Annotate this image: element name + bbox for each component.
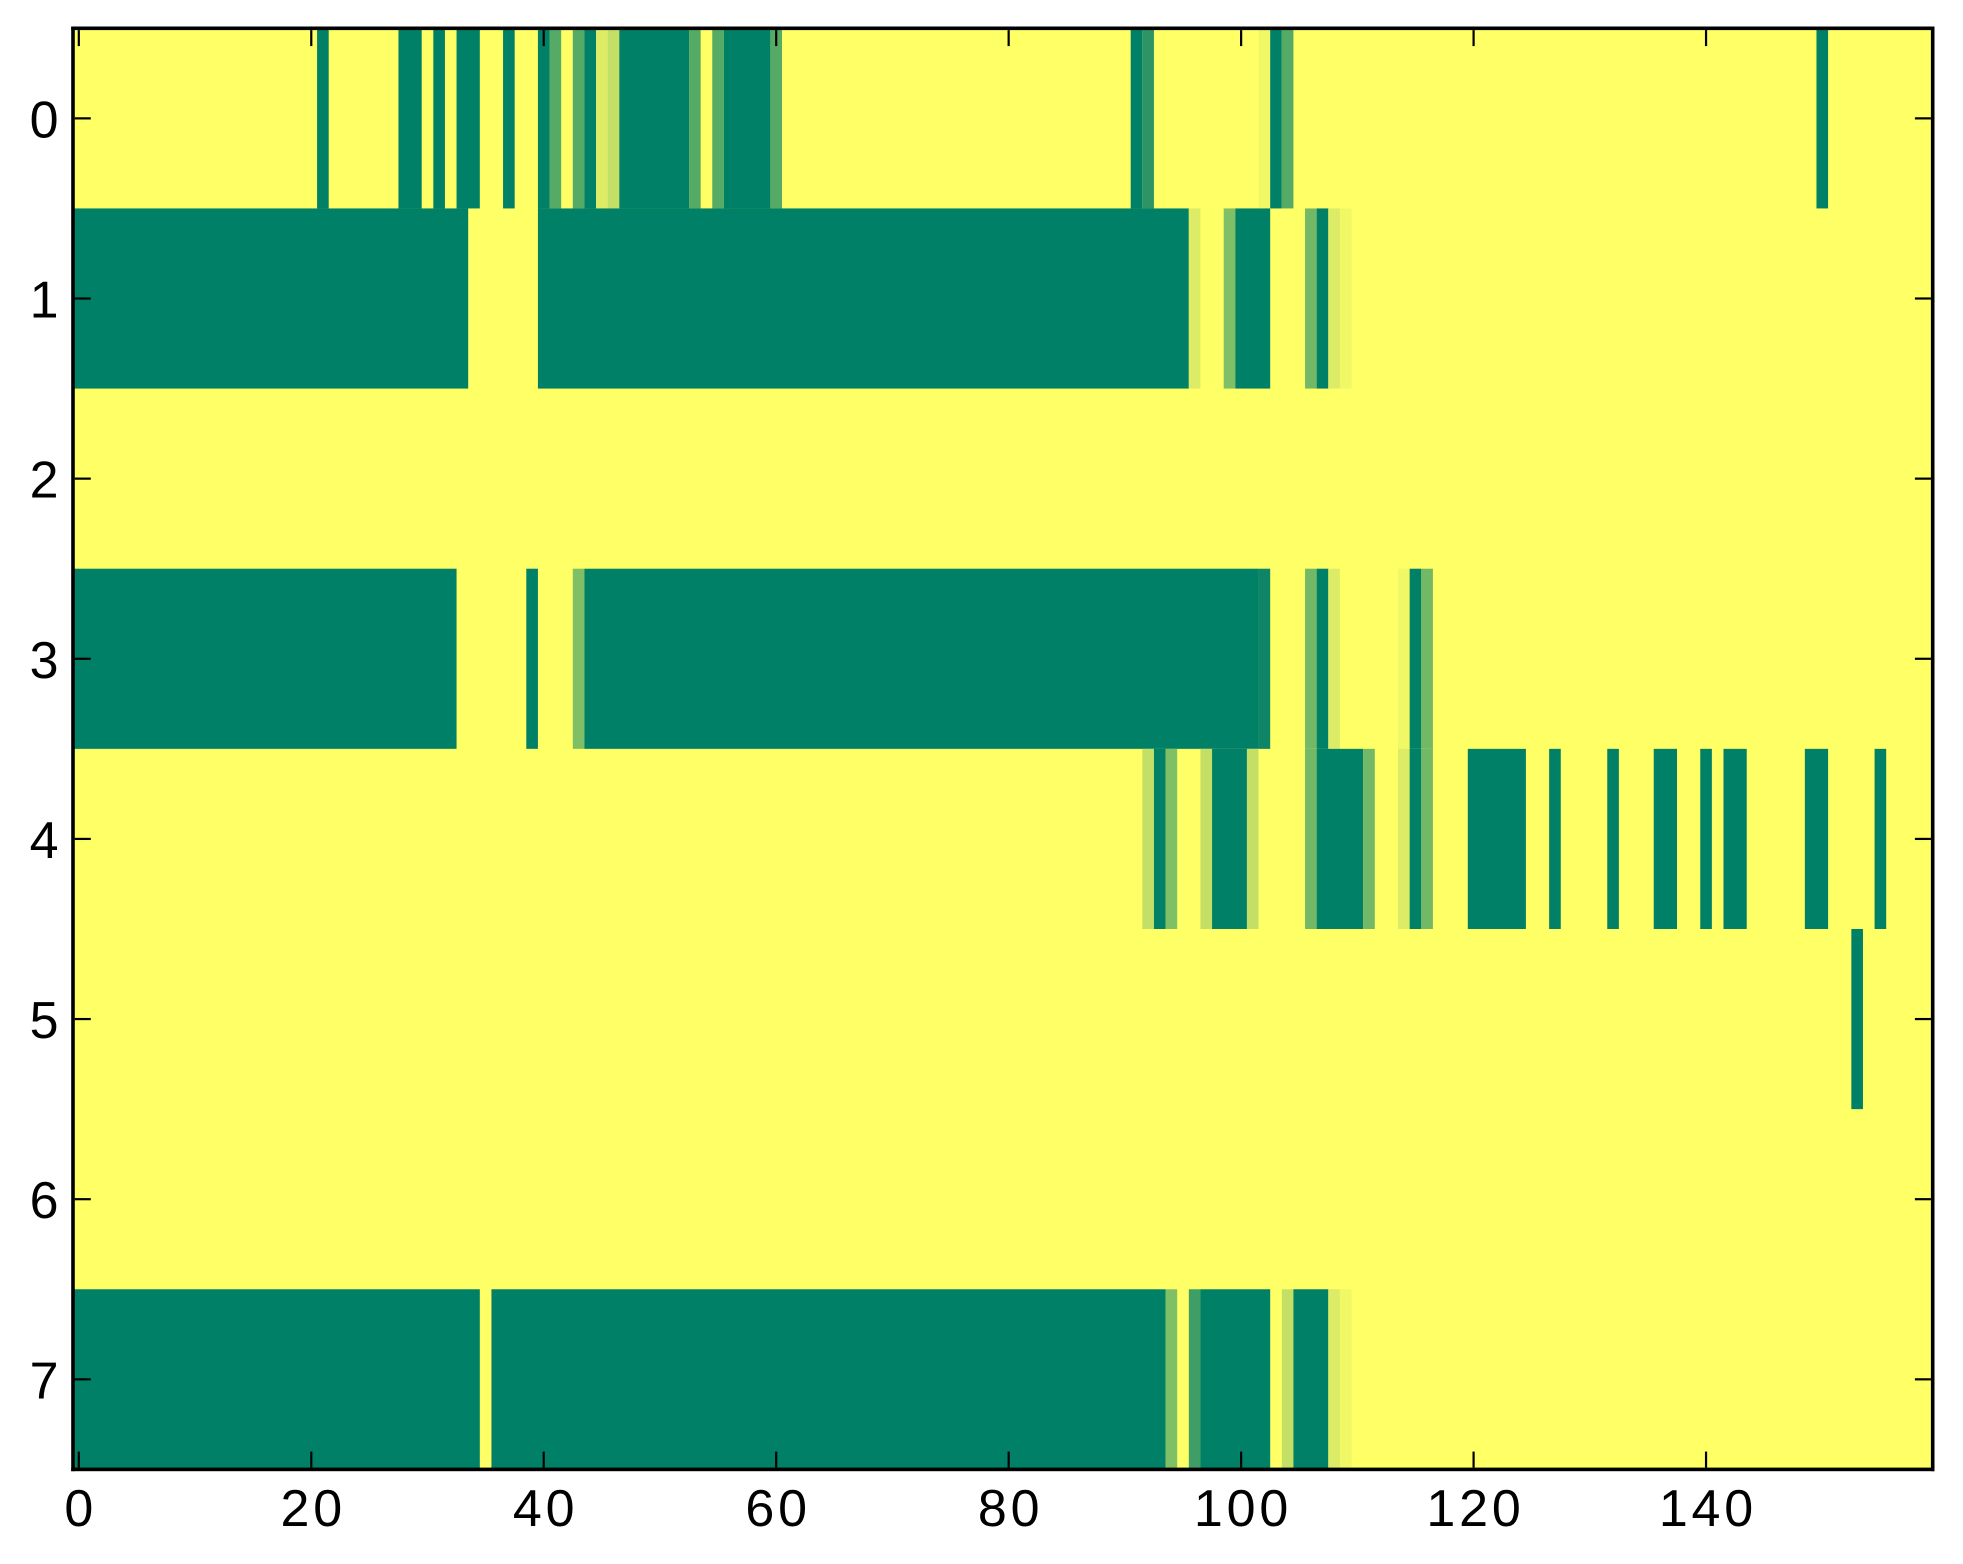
svg-text:120: 120 — [1426, 1480, 1524, 1538]
svg-text:0: 0 — [30, 91, 59, 149]
svg-text:1: 1 — [30, 272, 59, 330]
svg-text:0: 0 — [64, 1480, 93, 1538]
svg-text:4: 4 — [30, 812, 59, 870]
svg-text:40: 40 — [513, 1480, 578, 1538]
svg-text:7: 7 — [30, 1352, 59, 1410]
svg-text:140: 140 — [1659, 1480, 1757, 1538]
svg-text:100: 100 — [1194, 1480, 1292, 1538]
svg-text:2: 2 — [30, 452, 59, 510]
svg-text:80: 80 — [978, 1480, 1043, 1538]
svg-text:20: 20 — [280, 1480, 345, 1538]
svg-text:5: 5 — [30, 992, 59, 1050]
svg-text:6: 6 — [30, 1172, 59, 1230]
svg-text:3: 3 — [30, 632, 59, 690]
svg-text:60: 60 — [745, 1480, 810, 1538]
